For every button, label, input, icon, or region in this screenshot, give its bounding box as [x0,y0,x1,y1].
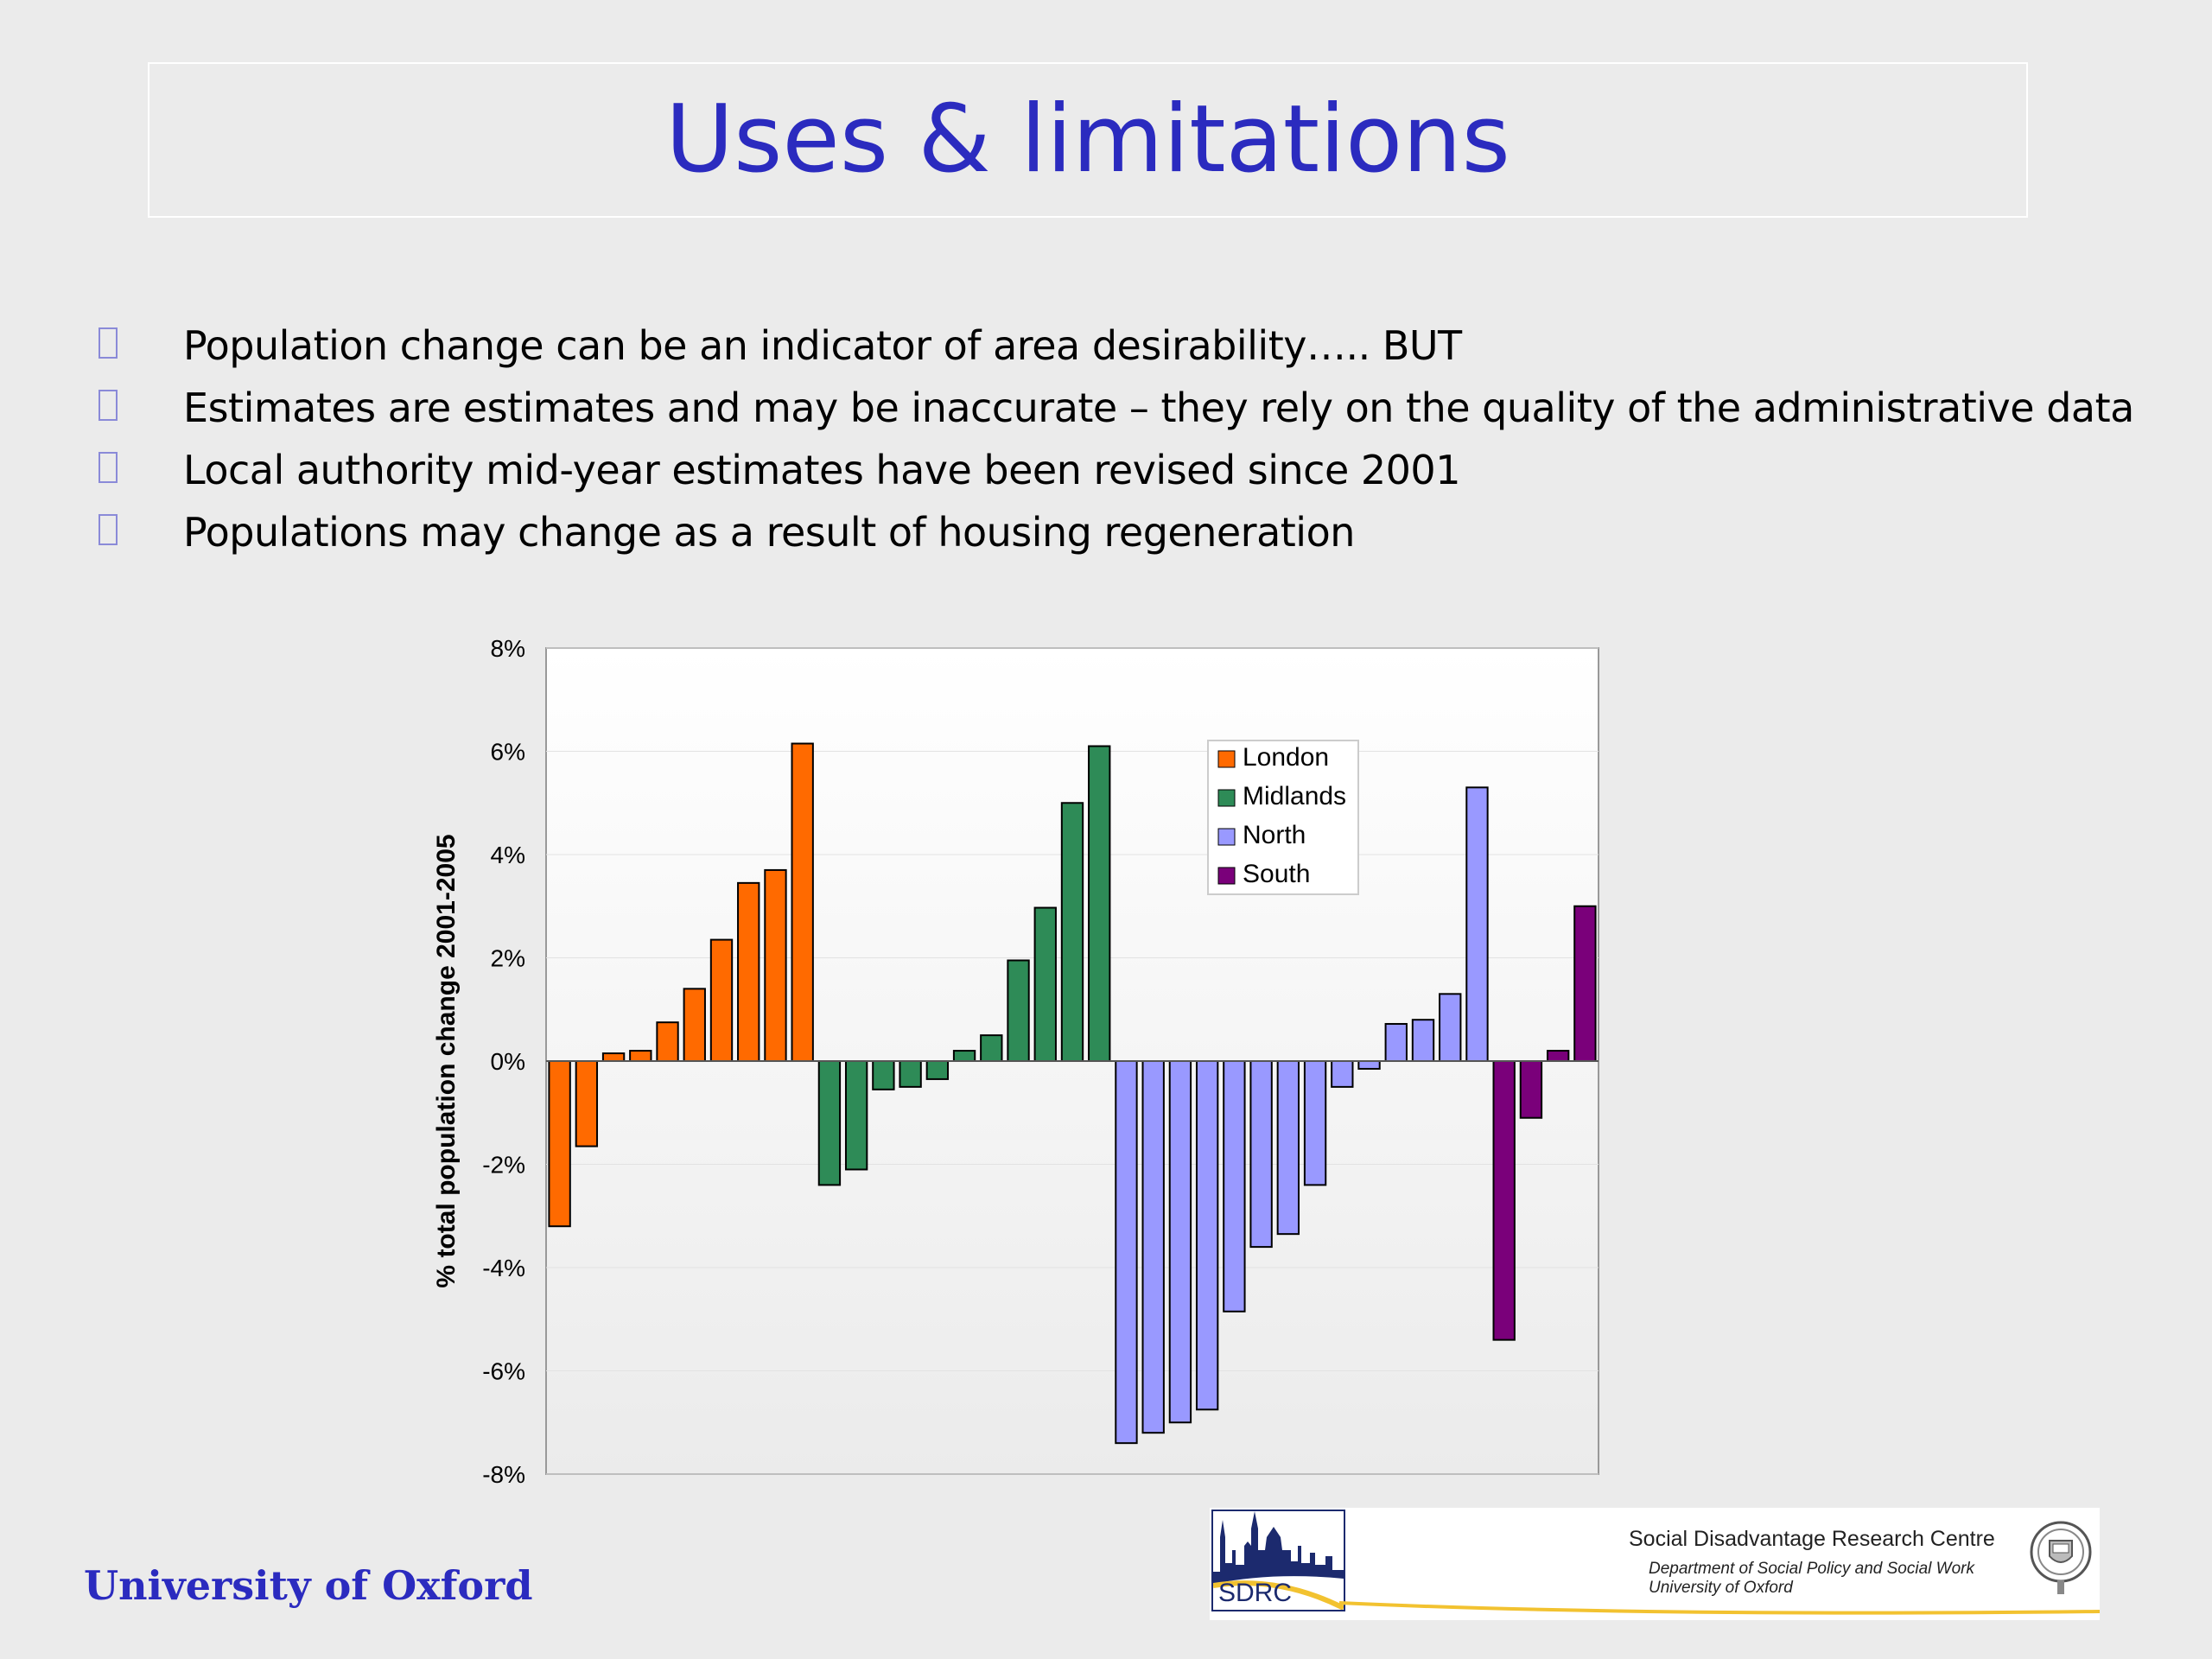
bar-north [1303,1060,1327,1186]
bar-midlands [817,1060,842,1186]
y-tick-label: 2% [491,945,525,972]
university-name: University of Oxford [84,1562,533,1609]
legend-swatch-north [1217,828,1236,846]
bar-midlands [1060,802,1084,1062]
bullet-square-icon [99,390,118,421]
bar-south [1492,1060,1516,1341]
bar-midlands [980,1034,1003,1062]
y-tick-label: -4% [482,1255,525,1281]
slide-title: Uses & limitations [665,86,1510,194]
bar-london [629,1050,652,1062]
bullet-square-icon [99,327,118,359]
bar-midlands [1007,959,1030,1062]
bar-north [1465,786,1489,1062]
legend-swatch-south [1217,867,1236,885]
legend-label-midlands: Midlands [1243,782,1346,810]
bar-london [791,742,814,1062]
skyline-icon [1213,1511,1344,1610]
bar-london [656,1021,679,1062]
bullet-square-icon [99,452,118,483]
bar-south [1519,1060,1543,1119]
population-change-chart: 8% 6% 4% 2% 0% -2% -4% -6% -8% % total populatio… [432,635,1599,1486]
bar-midlands [1088,745,1111,1062]
bullet-square-icon [99,514,118,545]
y-tick-label: -6% [482,1358,525,1385]
bar-north [1331,1060,1354,1088]
centre-name: Social Disadvantage Research Centre [1629,1527,1995,1551]
bullet-text: Estimates are estimates and may be inacc… [183,385,2134,431]
department-line: Department of Social Policy and Social W… [1649,1560,1974,1578]
bar-midlands [952,1050,976,1062]
bar-north [1276,1060,1300,1236]
legend-swatch-london [1217,750,1236,768]
legend-label-london: London [1243,743,1329,772]
bar-north [1249,1060,1273,1249]
y-tick-label: -8% [482,1461,525,1486]
legend-label-north: North [1243,821,1306,849]
bar-north [1195,1060,1219,1411]
bar-north [1115,1060,1138,1445]
legend: London Midlands North South [1207,740,1359,895]
sdrc-skyline-logo: SDRC [1211,1510,1345,1611]
bar-midlands [1033,906,1057,1063]
y-tick-label: 4% [491,842,525,868]
y-axis-label: % total population change 2001-2005 [432,834,461,1287]
bar-london [601,1052,626,1063]
legend-label-south: South [1243,860,1310,888]
bar-north [1141,1060,1165,1434]
y-tick-label: -2% [482,1152,525,1179]
bar-north [1168,1060,1192,1424]
y-tick-label: 6% [491,739,525,766]
bar-north [1223,1060,1246,1313]
bar-london [548,1060,571,1228]
logo-label: SDRC [1218,1579,1293,1607]
bar-london [575,1060,599,1147]
oxford-crest-icon [2030,1521,2092,1594]
legend-swatch-midlands [1217,789,1236,807]
bar-midlands [925,1060,950,1080]
bar-midlands [844,1060,868,1171]
bar-north [1439,993,1462,1063]
bar-london [764,868,787,1062]
title-box: Uses & limitations [148,62,2028,218]
bar-north [1411,1019,1435,1063]
bar-london [683,988,706,1063]
gold-swoosh [1338,1601,2100,1615]
bar-london [709,938,734,1062]
bar-midlands [899,1060,922,1088]
bullet-text: Population change can be an indicator of… [183,322,1462,369]
bar-north [1357,1060,1381,1070]
sdrc-logo-block: SDRC Social Disadvantage Research Centre… [1210,1508,2100,1620]
y-tick-label: 8% [491,635,525,662]
university-line: University of Oxford [1649,1579,1793,1597]
bar-midlands [872,1060,895,1090]
bullet-text: Populations may change as a result of ho… [183,509,1355,556]
bar-north [1384,1022,1408,1063]
bar-south [1573,905,1597,1062]
bar-london [737,881,760,1062]
y-tick-label: 0% [491,1048,525,1075]
bar-south [1546,1050,1570,1062]
bullet-text: Local authority mid-year estimates have … [183,447,1460,493]
